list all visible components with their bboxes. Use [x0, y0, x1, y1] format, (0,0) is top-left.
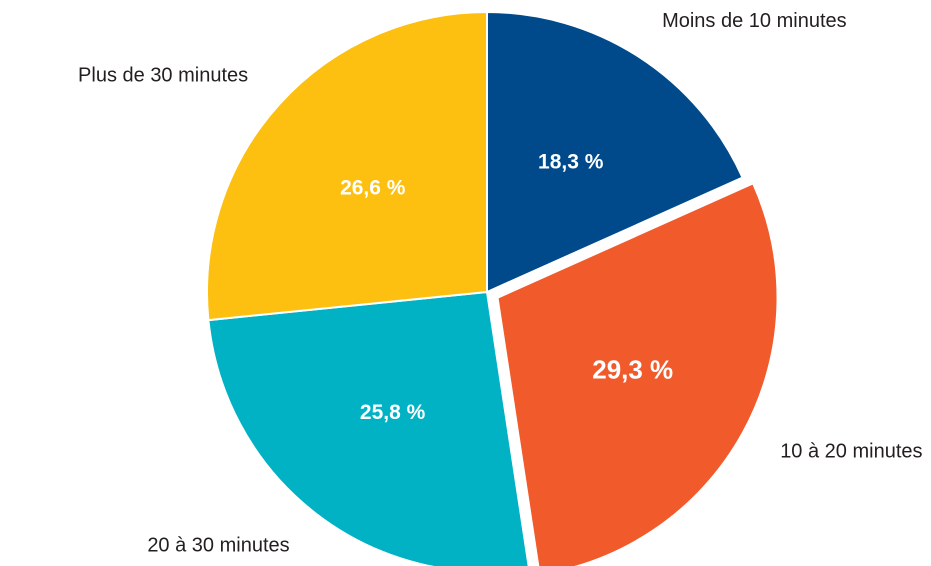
pie-slice: [207, 290, 530, 566]
pie-slice: [486, 10, 744, 294]
category-label: Plus de 30 minutes: [78, 64, 248, 86]
pie-slice: [496, 182, 779, 566]
value-label: 18,3 %: [538, 150, 604, 173]
category-label: 20 à 30 minutes: [147, 535, 289, 557]
value-label: 25,8 %: [360, 401, 426, 424]
pie-slice: [206, 10, 488, 322]
category-label: Moins de 10 minutes: [662, 10, 847, 32]
value-label: 26,6 %: [340, 176, 406, 199]
value-label: 29,3 %: [592, 354, 673, 384]
category-label: 10 à 20 minutes: [780, 440, 922, 462]
